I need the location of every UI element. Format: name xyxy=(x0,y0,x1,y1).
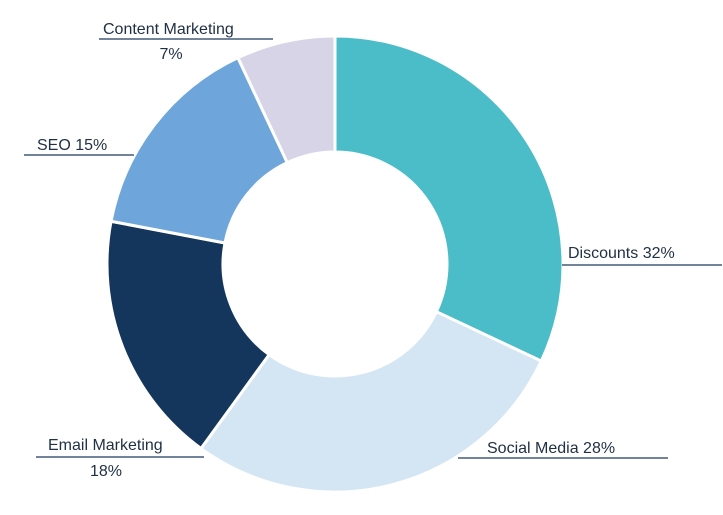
label-group-social-media: Social Media 28% xyxy=(458,440,668,459)
slice-label-content-marketing: Content Marketing xyxy=(103,21,234,38)
slice-label-seo: SEO 15% xyxy=(37,137,107,154)
slice-label-discounts: Discounts 32% xyxy=(568,245,675,262)
slice-seo xyxy=(109,55,290,245)
donut-slices xyxy=(105,34,565,494)
slice-email-marketing xyxy=(105,219,272,451)
slice-social-media xyxy=(198,309,544,494)
label-group-content-marketing: Content Marketing 7% xyxy=(99,21,273,63)
slice-value-email-marketing: 18% xyxy=(90,463,122,480)
slice-label-social-media: Social Media 28% xyxy=(487,440,615,457)
slice-value-content-marketing: 7% xyxy=(159,46,182,63)
slice-discounts xyxy=(333,34,565,364)
slice-label-email-marketing: Email Marketing xyxy=(48,437,163,454)
label-group-discounts: Discounts 32% xyxy=(562,245,722,266)
label-group-email-marketing: Email Marketing 18% xyxy=(36,437,204,480)
label-group-seo: SEO 15% xyxy=(24,137,134,156)
slice-content-marketing xyxy=(235,34,337,165)
